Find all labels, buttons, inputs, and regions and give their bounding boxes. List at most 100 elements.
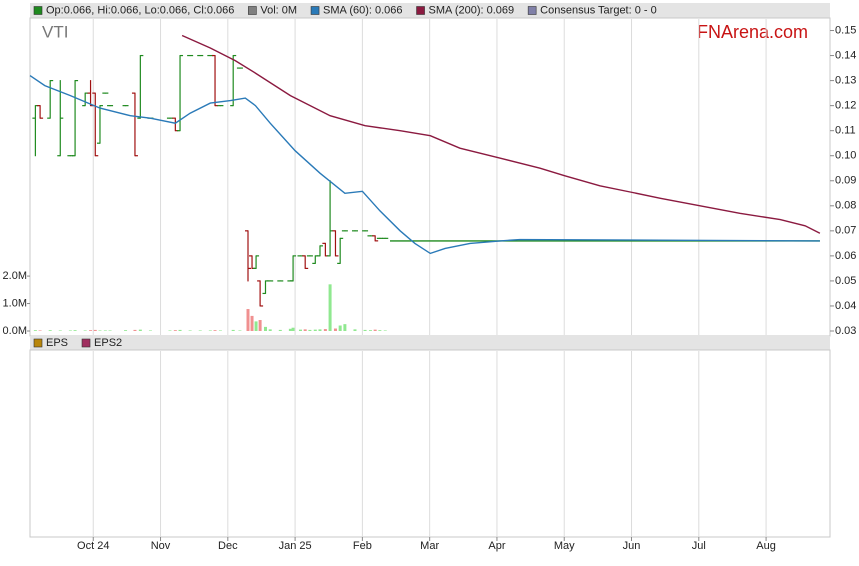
x-tick-label: Jul [692, 540, 706, 552]
volume-bar [343, 324, 347, 331]
volume-bar [323, 329, 327, 331]
volume-bar [148, 330, 152, 331]
volume-bar [298, 329, 302, 331]
legend-swatch [81, 338, 91, 348]
volume-bar [363, 329, 367, 331]
volume-bar [383, 330, 387, 331]
y-tick-label: 0.13 [835, 75, 856, 87]
volume-bar [353, 329, 357, 331]
legend-label: EPS2 [94, 337, 122, 349]
volume-bar [208, 330, 212, 331]
legend-label: Op:0.066, Hi:0.066, Lo:0.066, Cl:0.066 [46, 4, 234, 16]
volume-bar [268, 329, 272, 331]
legend-swatch [310, 6, 320, 15]
volume-tick-label: 0.0M [3, 325, 27, 337]
volume-bar [93, 329, 97, 331]
y-tick-label: 0.07 [835, 225, 856, 237]
lower-legend-bar [30, 336, 830, 350]
sma-line [181, 34, 821, 234]
y-tick-label: 0.03 [835, 325, 856, 337]
x-tick-label: Aug [756, 540, 776, 552]
x-tick-label: Dec [218, 540, 238, 552]
volume-bar [313, 329, 317, 331]
y-tick-label: 0.09 [835, 175, 856, 187]
x-tick-label: Jun [623, 540, 641, 552]
volume-bar [288, 328, 292, 331]
y-tick-label: 0.05 [835, 275, 856, 287]
legend-swatch [527, 6, 537, 15]
volume-bar [231, 329, 235, 331]
volume-bar [263, 326, 267, 331]
volume-bar [73, 330, 77, 331]
volume-bar [318, 329, 322, 331]
volume-bar [198, 330, 202, 331]
watermark: FNArena.com [697, 22, 808, 42]
volume-bar [173, 330, 177, 331]
volume-bar [213, 330, 217, 331]
y-tick-label: 0.11 [835, 125, 856, 137]
volume-bar [103, 330, 107, 331]
x-tick-label: Mar [420, 540, 439, 552]
x-tick-label: Oct 24 [77, 540, 109, 552]
y-tick-label: 0.14 [835, 49, 856, 61]
volume-bar [178, 329, 182, 331]
volume-bar [98, 330, 102, 331]
legend-swatch [33, 338, 43, 348]
x-tick-label: May [554, 540, 575, 552]
volume-bar [48, 330, 52, 331]
volume-bar [278, 329, 282, 331]
volume-bar [246, 309, 250, 331]
y-tick-label: 0.06 [835, 250, 856, 262]
volume-tick-label: 1.0M [3, 297, 27, 309]
legend-label: Consensus Target: 0 - 0 [540, 4, 657, 16]
volume-bar [218, 330, 222, 331]
volume-bar [254, 321, 258, 331]
y-tick-label: 0.10 [835, 150, 856, 162]
volume-tick-label: 2.0M [3, 270, 27, 282]
volume-bar [168, 330, 172, 331]
legend-swatch [33, 6, 43, 15]
legend-bar [30, 3, 830, 18]
x-tick-label: Nov [151, 540, 171, 552]
volume-bar [238, 330, 242, 331]
legend-swatch [248, 6, 257, 15]
volume-bar [33, 330, 37, 331]
legend-label: SMA (60): 0.066 [323, 4, 403, 16]
x-tick-label: Jan 25 [279, 540, 312, 552]
legend-swatch [416, 6, 425, 15]
volume-bar [291, 327, 295, 331]
volume-bar [108, 330, 112, 331]
legend-label: EPS [46, 337, 68, 349]
volume-bar [328, 284, 332, 331]
volume-bar [368, 330, 372, 331]
y-tick-label: 0.04 [835, 300, 856, 312]
volume-bar [250, 315, 254, 331]
y-tick-label: 0.15 [835, 24, 856, 36]
volume-bar [188, 330, 192, 331]
sma-line [29, 75, 820, 255]
volume-bar [373, 329, 377, 331]
legend-label: SMA (200): 0.069 [429, 4, 515, 16]
volume-bar [258, 320, 262, 331]
y-tick-label: 0.08 [835, 200, 856, 212]
volume-bar [338, 325, 342, 331]
volume-bar [378, 330, 382, 331]
volume-bar [308, 329, 312, 331]
volume-bar [58, 330, 62, 331]
volume-bar [303, 329, 307, 331]
volume-bar [89, 330, 93, 331]
x-tick-label: Feb [353, 540, 372, 552]
volume-bar [68, 330, 72, 331]
volume-bar [38, 330, 42, 331]
volume-bar [124, 330, 128, 331]
volume-bar [333, 328, 337, 331]
volume-bar [138, 329, 142, 331]
ticker: VTI [42, 22, 68, 41]
legend-label: Vol: 0M [260, 4, 297, 16]
volume-bar [133, 329, 137, 331]
y-tick-label: 0.12 [835, 100, 856, 112]
volume-bar [83, 330, 87, 331]
x-tick-label: Apr [488, 540, 505, 552]
